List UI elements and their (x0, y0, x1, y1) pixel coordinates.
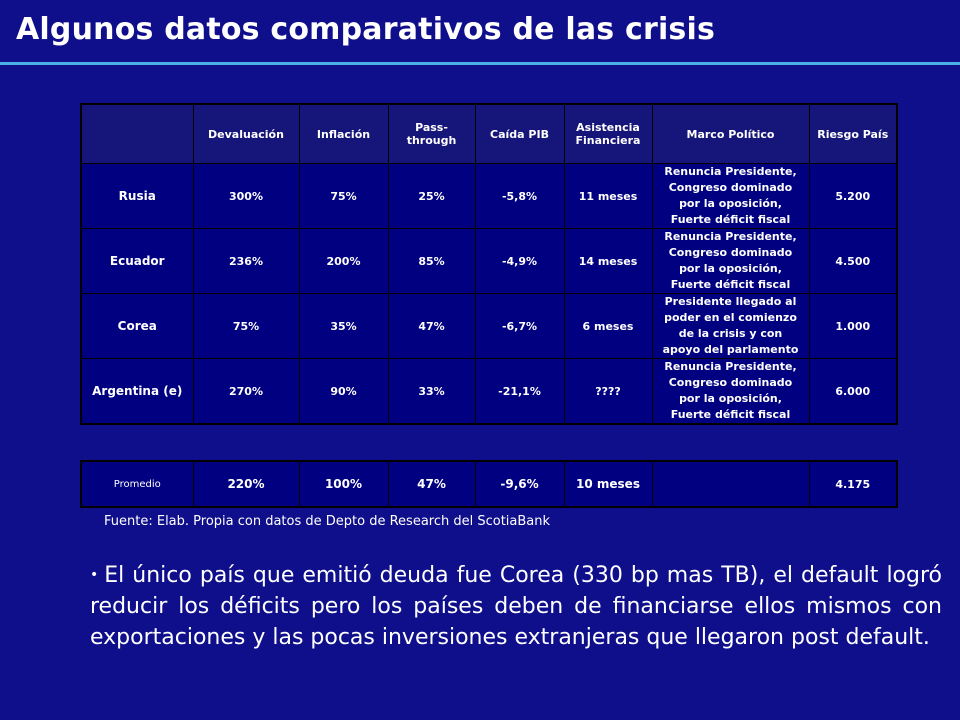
row-label: Ecuador (80, 228, 194, 294)
cell-asistencia: 6 meses (563, 293, 653, 359)
header-marco-politico: Marco Político (651, 103, 810, 164)
cell-marco-politico: Renuncia Presidente, Congreso dominado p… (651, 228, 810, 294)
cell-caida-pib: -5,8% (474, 163, 565, 229)
header-inflacion: Inflación (298, 103, 389, 164)
bullet-text: El único país que emitió deuda fue Corea… (90, 563, 942, 650)
cell-marco-politico: Renuncia Presidente, Congreso dominado p… (651, 163, 810, 229)
slide-title: Algunos datos comparativos de las crisis (16, 12, 716, 47)
cell-caida-pib: -6,7% (474, 293, 565, 359)
cell-asistencia: ???? (563, 358, 653, 425)
avg-asistencia: 10 meses (563, 460, 653, 508)
cell-pass-through: 33% (387, 358, 476, 425)
cell-inflacion: 90% (298, 358, 389, 425)
cell-devaluacion: 300% (192, 163, 300, 229)
bullet-dot: • (90, 567, 99, 583)
cell-asistencia: 11 meses (563, 163, 653, 229)
row-label: Corea (80, 293, 194, 359)
table-header-row: Devaluación Inflación Pass-through Caída… (80, 103, 898, 164)
row-label: Rusia (80, 163, 194, 229)
cell-caida-pib: -21,1% (474, 358, 565, 425)
average-row: Promedio 220% 100% 47% -9,6% 10 meses 4.… (80, 460, 898, 508)
cell-marco-politico: Renuncia Presidente, Congreso dominado p… (651, 358, 810, 425)
cell-pass-through: 25% (387, 163, 476, 229)
cell-riesgo-pais: 4.500 (808, 228, 898, 294)
cell-devaluacion: 236% (192, 228, 300, 294)
header-riesgo-pais: Riesgo País (808, 103, 898, 164)
title-rule (0, 62, 960, 65)
cell-asistencia: 14 meses (563, 228, 653, 294)
cell-riesgo-pais: 6.000 (808, 358, 898, 425)
average-label: Promedio (80, 460, 194, 508)
cell-devaluacion: 75% (192, 293, 300, 359)
cell-inflacion: 75% (298, 163, 389, 229)
header-pass-through: Pass-through (387, 103, 476, 164)
table-row: Rusia 300% 75% 25% -5,8% 11 meses Renunc… (80, 163, 898, 229)
header-caida-pib: Caída PIB (474, 103, 565, 164)
avg-pass-through: 47% (387, 460, 476, 508)
cell-inflacion: 35% (298, 293, 389, 359)
avg-riesgo-pais: 4.175 (808, 460, 898, 508)
table-row: Corea 75% 35% 47% -6,7% 6 meses Presiden… (80, 293, 898, 359)
average-table: Promedio 220% 100% 47% -9,6% 10 meses 4.… (80, 460, 898, 508)
cell-inflacion: 200% (298, 228, 389, 294)
comparison-table: Devaluación Inflación Pass-through Caída… (80, 103, 898, 425)
cell-marco-politico: Presidente llegado al poder en el comien… (651, 293, 810, 359)
table-row: Ecuador 236% 200% 85% -4,9% 14 meses Ren… (80, 228, 898, 294)
header-devaluacion: Devaluación (192, 103, 300, 164)
source-note: Fuente: Elab. Propia con datos de Depto … (104, 514, 551, 529)
cell-pass-through: 47% (387, 293, 476, 359)
avg-devaluacion: 220% (192, 460, 300, 508)
cell-caida-pib: -4,9% (474, 228, 565, 294)
avg-inflacion: 100% (298, 460, 389, 508)
avg-marco-politico (651, 460, 810, 508)
avg-caida-pib: -9,6% (474, 460, 565, 508)
cell-devaluacion: 270% (192, 358, 300, 425)
cell-riesgo-pais: 5.200 (808, 163, 898, 229)
table-corner-cell (80, 103, 194, 164)
table-row: Argentina (e) 270% 90% 33% -21,1% ???? R… (80, 358, 898, 425)
cell-pass-through: 85% (387, 228, 476, 294)
bullet-paragraph: • El único país que emitió deuda fue Core… (90, 560, 942, 653)
header-asistencia: Asistencia Financiera (563, 103, 653, 164)
cell-riesgo-pais: 1.000 (808, 293, 898, 359)
row-label: Argentina (e) (80, 358, 194, 425)
